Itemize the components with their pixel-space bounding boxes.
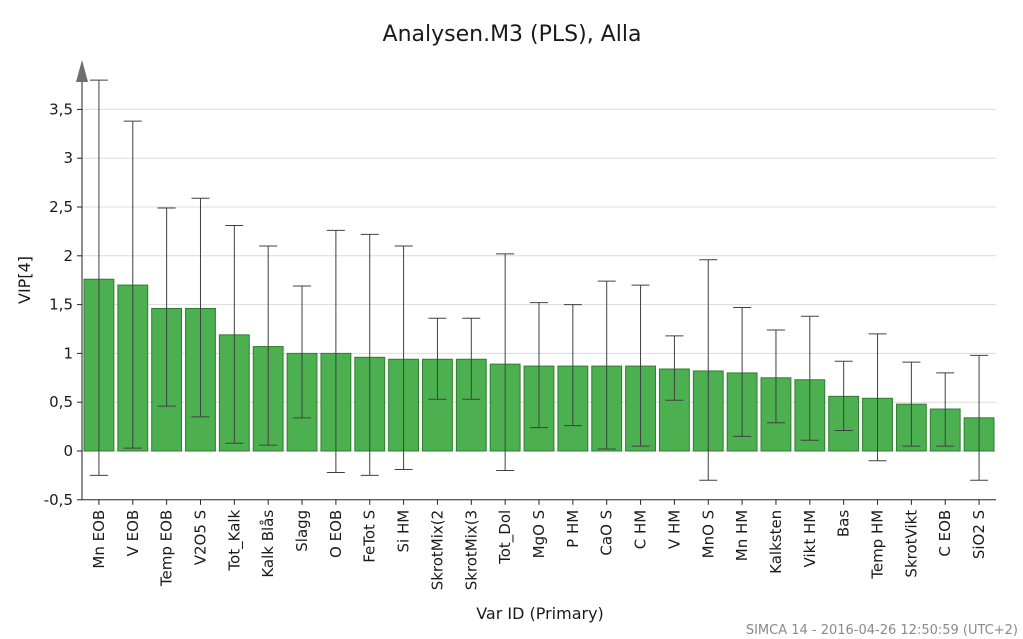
x-tick-label: Mn HM	[733, 510, 751, 561]
x-tick-label: P HM	[564, 510, 582, 548]
x-tick-label: V2O5 S	[191, 510, 209, 565]
x-tick-label: Bas	[835, 510, 853, 537]
chart-title: Analysen.M3 (PLS), Alla	[383, 22, 642, 47]
x-axis-ticks: Mn EOB V EOB Temp EOB V2O5 S Tot_Kalk Kalk Bl…	[90, 499, 988, 591]
y-axis-ticks: -0,5 0 0,5 1 1,5 2 2,5 3 3,5	[44, 100, 82, 509]
x-tick-label: Temp EOB	[158, 510, 176, 587]
error-bars	[89, 79, 989, 481]
y-tick-label: 2,5	[49, 198, 73, 216]
y-axis-label: VIP[4]	[15, 256, 34, 304]
x-tick-label: C HM	[632, 510, 650, 549]
x-tick-label: MnO S	[699, 510, 717, 559]
y-tick-label: 0,5	[49, 393, 73, 411]
y-tick-label: 0	[63, 442, 73, 460]
x-tick-label: CaO S	[598, 510, 616, 556]
y-tick-label: 3	[63, 149, 73, 167]
x-tick-label: SkrotMix(2	[428, 510, 446, 591]
x-tick-label: V HM	[665, 510, 683, 549]
y-tick-label: 3,5	[49, 100, 73, 118]
x-tick-label: SkrotMix(3	[462, 510, 480, 591]
x-tick-label: Mn EOB	[90, 510, 108, 569]
x-tick-label: Temp HM	[869, 510, 887, 580]
x-tick-label: SiO2 S	[970, 510, 988, 559]
footer-text: SIMCA 14 - 2016-04-26 12:50:59 (UTC+2)	[746, 623, 1018, 638]
x-tick-label: Tot_Dol	[496, 510, 515, 565]
x-tick-label: MgO S	[530, 510, 548, 559]
x-tick-label: Kalksten	[767, 510, 785, 574]
x-tick-label: V EOB	[124, 510, 142, 557]
y-tick-label: -0,5	[44, 491, 73, 509]
x-tick-label: C EOB	[936, 510, 954, 557]
x-tick-label: Slagg	[293, 510, 311, 552]
y-tick-label: 1	[63, 344, 73, 362]
x-tick-label: O EOB	[327, 510, 345, 558]
x-tick-label: Tot_Kalk	[225, 509, 244, 571]
y-axis-arrow-icon	[76, 60, 88, 82]
x-tick-label: Vikt HM	[801, 510, 819, 568]
x-tick-label: FeTot S	[361, 510, 379, 563]
x-tick-label: SkrotVikt	[902, 510, 920, 578]
x-tick-label: Si HM	[395, 510, 413, 553]
y-tick-label: 2	[63, 247, 73, 265]
y-tick-label: 1,5	[49, 296, 73, 314]
x-axis-label: Var ID (Primary)	[476, 604, 604, 623]
x-tick-label: Kalk Blås	[259, 510, 277, 578]
